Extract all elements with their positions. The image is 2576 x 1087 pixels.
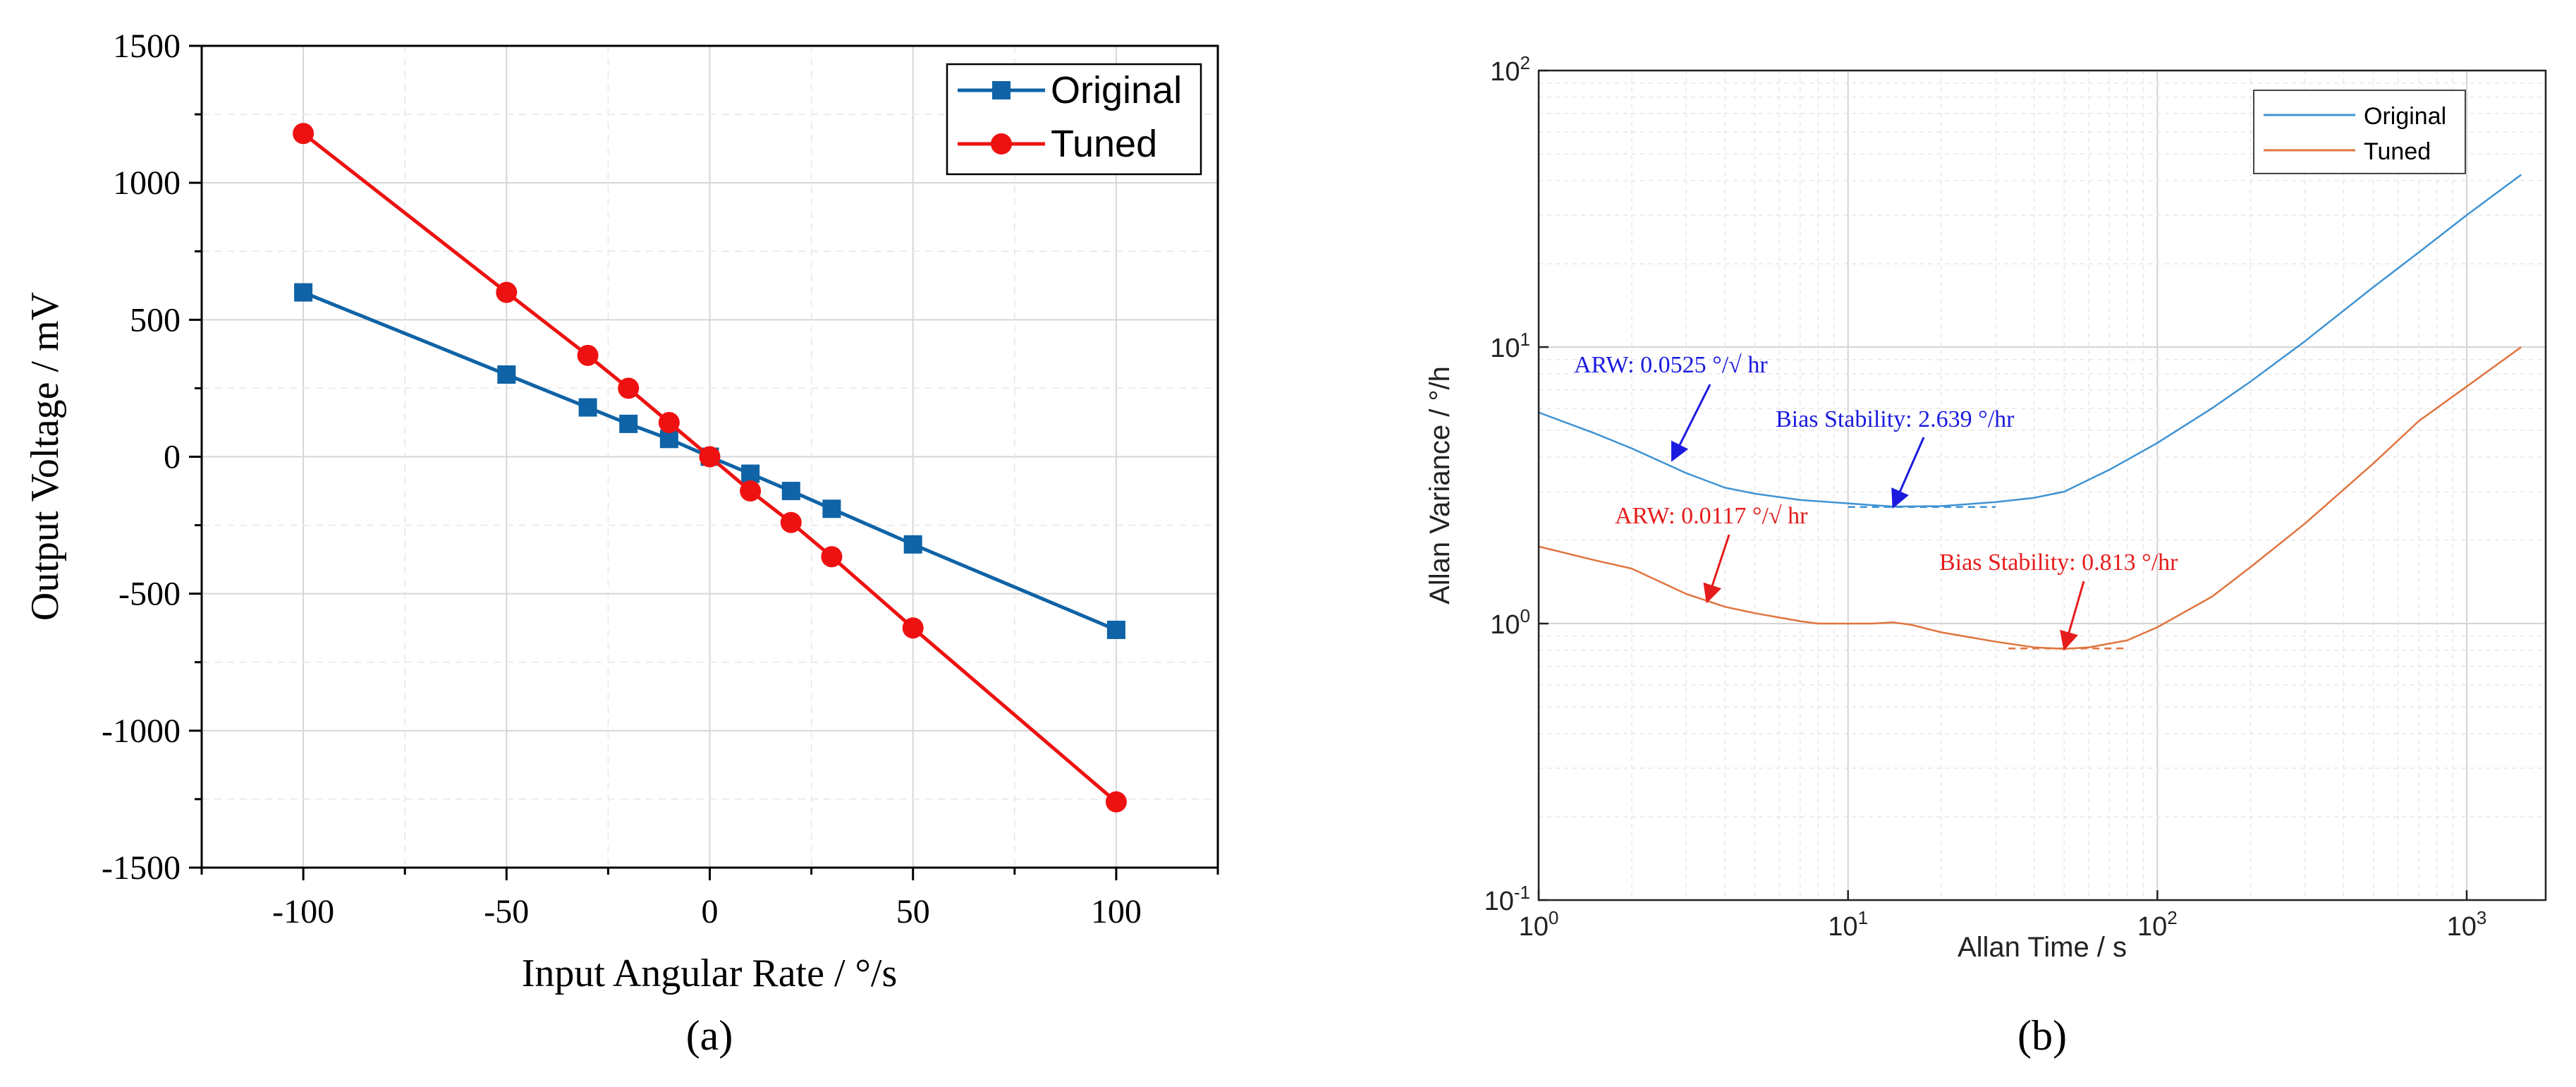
b-annotation-text: ARW: 0.0525 °/√ hr: [1574, 352, 1768, 378]
b-annotation-text: ARW: 0.0117 °/√ hr: [1615, 503, 1808, 529]
a-xtick-label: -100: [272, 893, 334, 930]
b-ytick-label: 101: [1490, 329, 1530, 363]
a-legend-marker-tuned: [991, 133, 1012, 154]
b-plot-frame: [1537, 69, 2547, 901]
a-ytick-label: 500: [130, 301, 181, 339]
a-point-original: [822, 499, 841, 518]
a-point-tuned: [780, 511, 802, 533]
a-point-original: [294, 283, 313, 302]
b-annotation-arrow: [1891, 437, 1925, 509]
a-point-original: [781, 482, 800, 501]
b-xtick-label: 101: [1828, 907, 1868, 942]
b-reference-lines: [1848, 506, 2128, 650]
b-ytick-label: 102: [1490, 52, 1530, 87]
a-point-original: [903, 535, 922, 554]
a-point-original: [619, 414, 638, 433]
a-ytick-label: -1500: [102, 849, 181, 887]
a-legend-label-original: Original: [1051, 69, 1182, 111]
b-annotation-arrow: [1703, 534, 1730, 604]
a-point-tuned: [699, 446, 721, 468]
b-xlabel: Allan Time / s: [1958, 932, 2127, 963]
a-point-tuned: [496, 281, 518, 303]
a-point-tuned: [821, 546, 843, 568]
a-legend-label-tuned: Tuned: [1051, 123, 1157, 165]
a-point-original: [1106, 620, 1125, 639]
a-point-tuned: [1105, 791, 1127, 813]
a-ytick-label: 1000: [113, 164, 181, 202]
a-point-original: [578, 398, 597, 417]
b-xtick-label: 100: [1519, 907, 1559, 942]
a-legend-marker-original: [992, 81, 1011, 99]
panel-b: ARW: 0.0525 °/√ hr Bias Stability: 2.639 …: [1424, 52, 2547, 1059]
a-ytick-label: 1500: [113, 28, 181, 65]
b-legend: Original Tuned: [2253, 90, 2466, 174]
b-series-line-tuned: [1538, 346, 2522, 650]
panel-a: -100 -50 0 50 100-1500-1000-500050010001500 …: [23, 28, 1219, 1059]
a-point-tuned: [577, 344, 599, 366]
a-xtick-label: 0: [702, 893, 719, 930]
b-annotations: ARW: 0.0525 °/√ hr Bias Stability: 2.639 …: [1574, 352, 2178, 651]
a-xlabel: Input Angular Rate / °/s: [522, 952, 898, 995]
b-ylabel: Allan Variance / °/h: [1424, 366, 1455, 605]
b-legend-box: [2253, 90, 2466, 174]
b-xtick-label: 102: [2137, 907, 2178, 942]
a-ytick-label: -500: [118, 576, 181, 613]
a-point-tuned: [618, 377, 640, 399]
a-series: [293, 123, 1127, 813]
a-xtick-label: 100: [1091, 893, 1142, 930]
b-series-line-original: [1538, 174, 2522, 508]
a-point-original: [497, 365, 516, 384]
a-point-tuned: [902, 617, 924, 639]
a-point-tuned: [740, 480, 762, 502]
b-annotation-arrow: [1671, 384, 1711, 462]
a-xtick-label: -50: [484, 893, 529, 930]
b-legend-label-original: Original: [2364, 103, 2446, 130]
b-ytick-label: 10-1: [1484, 882, 1530, 916]
a-ytick-label: 0: [164, 439, 181, 476]
a-xtick-label: 50: [896, 893, 930, 930]
a-caption: (a): [686, 1012, 733, 1059]
a-legend: Original Tuned: [946, 63, 1202, 176]
a-ytick-label: -1000: [102, 712, 181, 750]
b-series: [1538, 174, 2522, 650]
a-legend-box: [946, 63, 1202, 176]
b-xtick-label: 103: [2447, 907, 2487, 942]
a-ylabel: Output Voltage / mV: [23, 292, 67, 621]
a-point-tuned: [658, 411, 680, 433]
b-annotation-arrow: [2060, 581, 2085, 651]
b-grid: [1538, 71, 2546, 901]
b-caption: (b): [2018, 1012, 2067, 1059]
b-annotation-text: Bias Stability: 2.639 °/hr: [1776, 406, 2015, 432]
a-point-tuned: [293, 123, 315, 145]
b-ytick-label: 100: [1490, 605, 1530, 640]
b-legend-label-tuned: Tuned: [2364, 138, 2431, 165]
b-annotation-text: Bias Stability: 0.813 °/hr: [1939, 549, 2178, 576]
a-point-original: [741, 464, 760, 483]
